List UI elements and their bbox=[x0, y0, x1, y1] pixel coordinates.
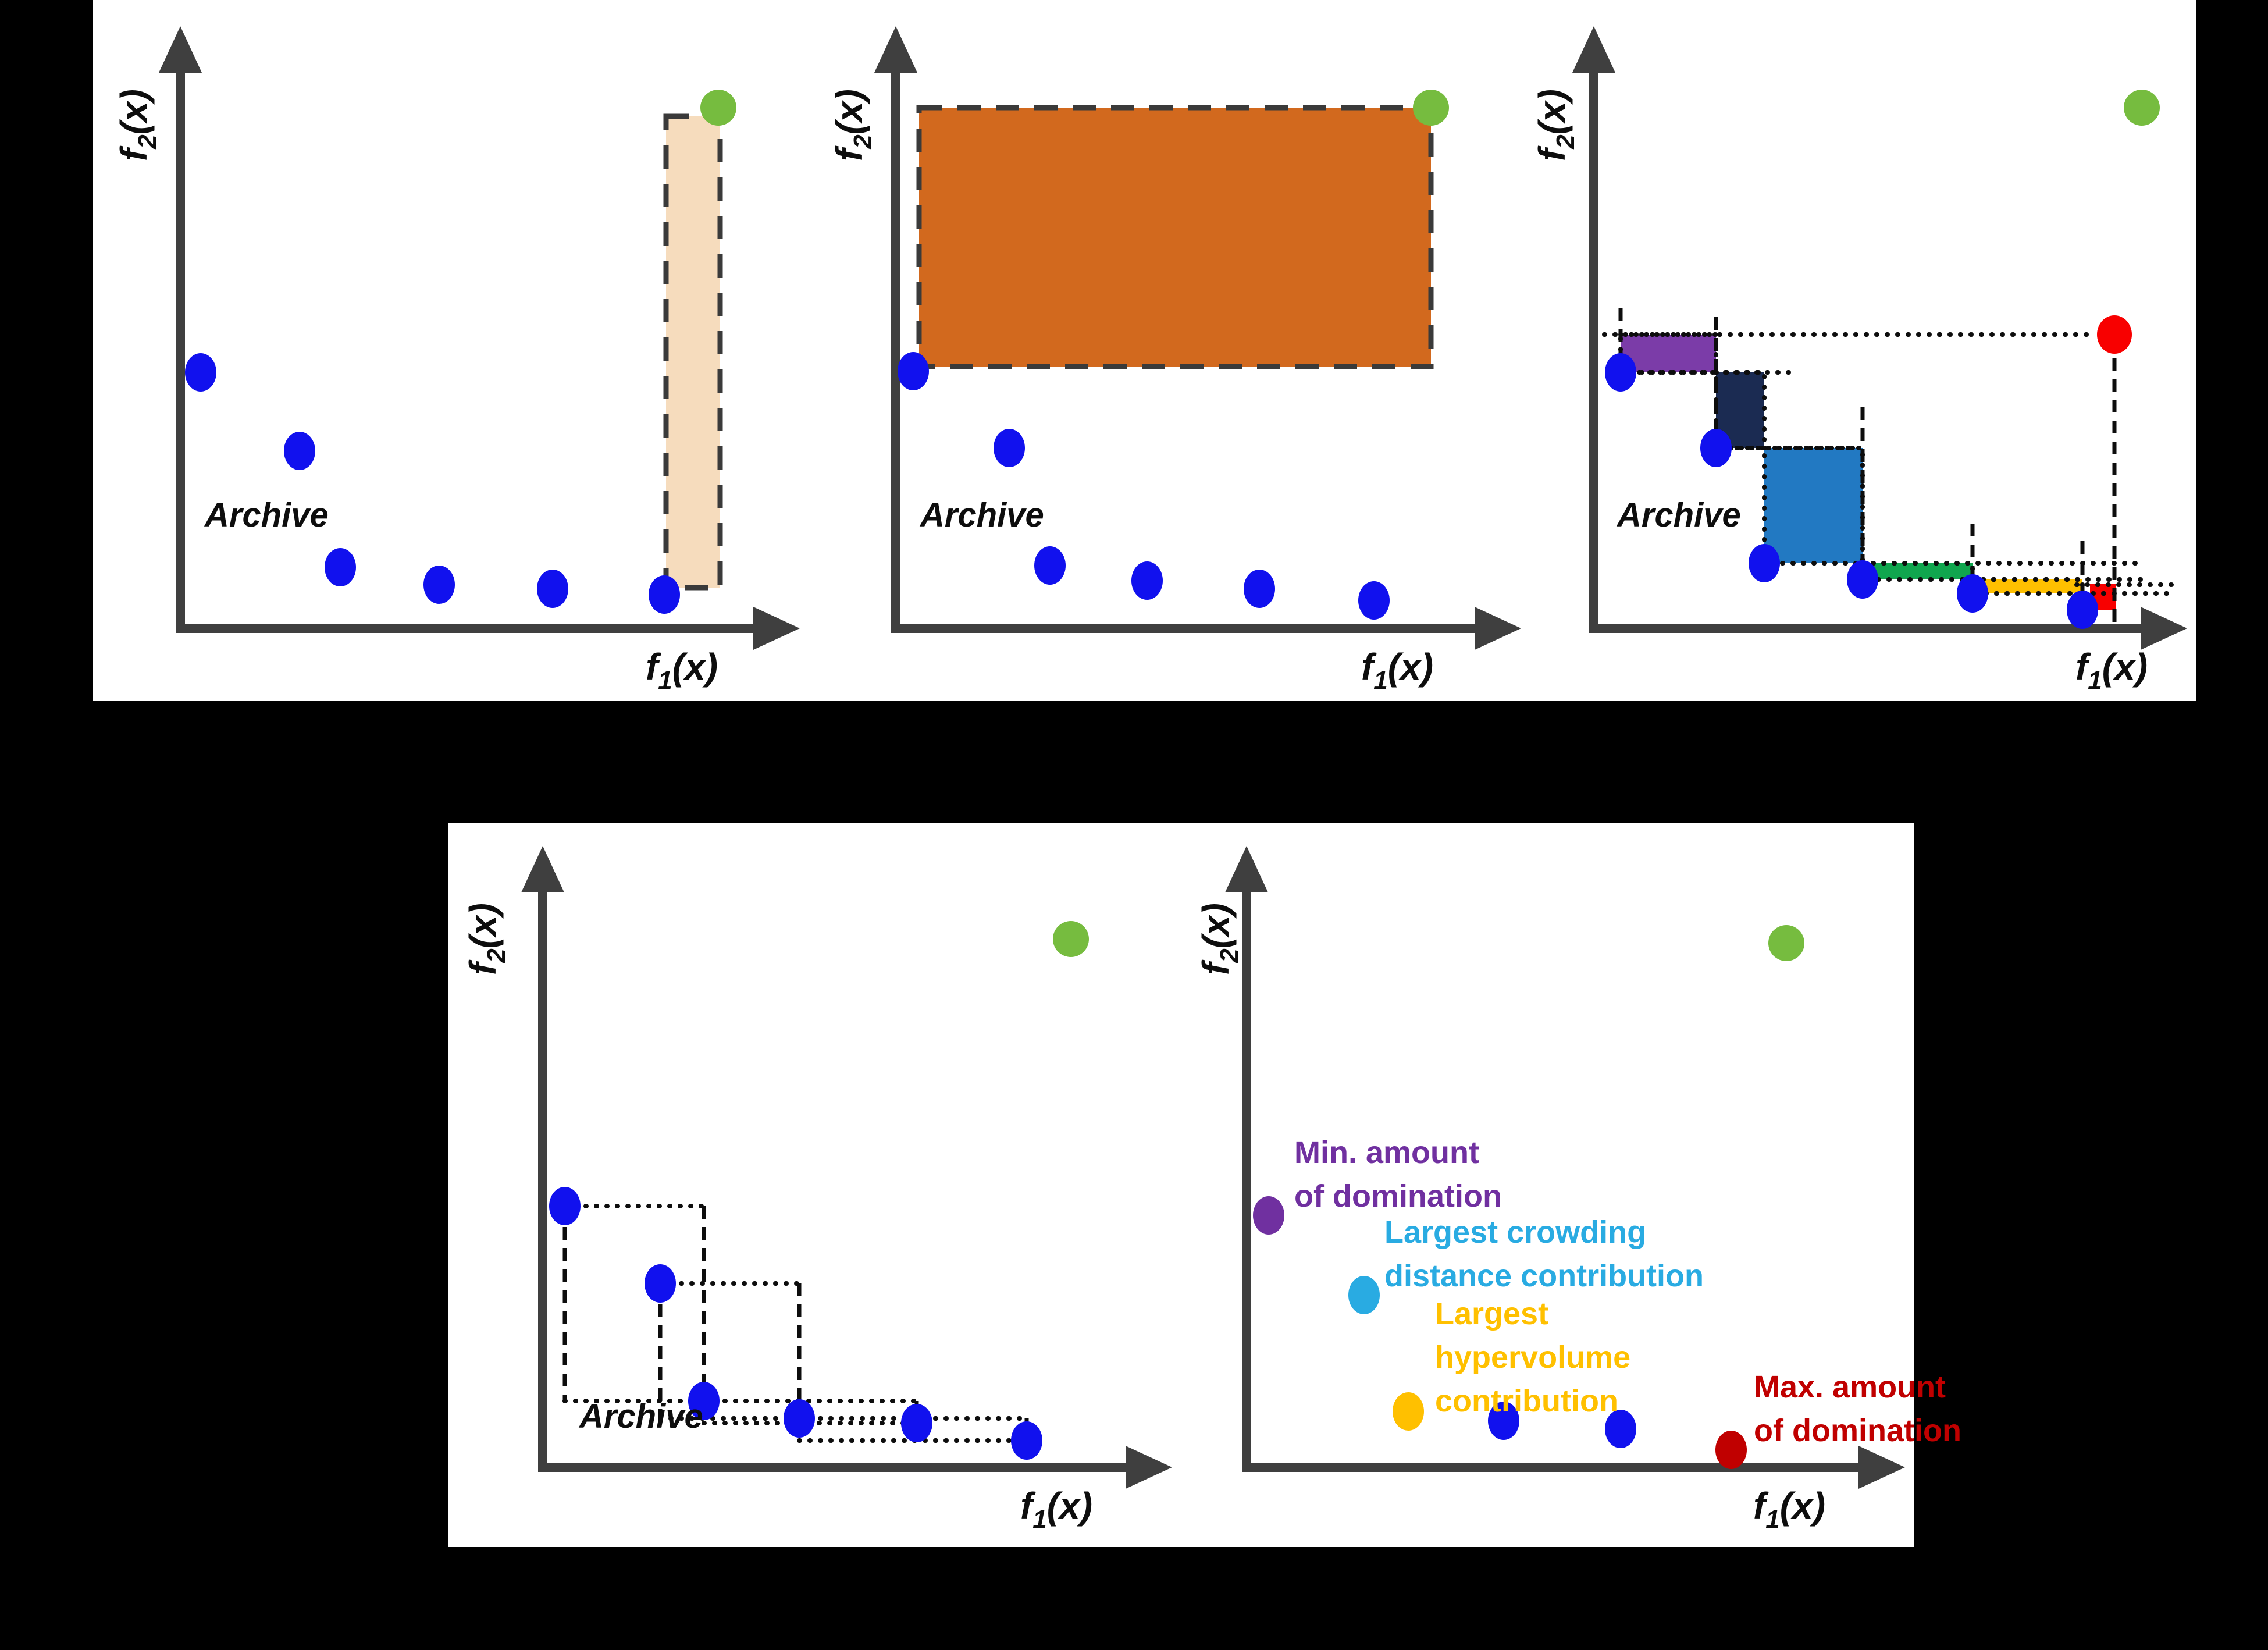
data-point-blue bbox=[1700, 429, 1732, 467]
largest-hypervolume-point bbox=[1393, 1392, 1424, 1431]
max-domination-point bbox=[1715, 1431, 1747, 1469]
largest-crowding-point bbox=[1348, 1276, 1380, 1314]
data-point-blue bbox=[784, 1399, 815, 1438]
data-point-blue bbox=[185, 353, 216, 392]
x-axis-label: f1(x) bbox=[1753, 1485, 1825, 1534]
x-axis-arrow-icon bbox=[2141, 607, 2187, 650]
data-point-blue bbox=[1244, 570, 1275, 608]
data-point-blue bbox=[2067, 591, 2098, 629]
panel-c-domination-decomposition: Archive f1(x) f2(x) bbox=[1531, 26, 2187, 695]
region-rect-strip_green bbox=[1860, 561, 1975, 582]
y-axis-arrow-icon bbox=[874, 26, 917, 73]
bottom-row-background bbox=[448, 823, 1914, 1547]
region-rect-mid_blue bbox=[1762, 446, 1865, 566]
x-axis-arrow-icon bbox=[1858, 1446, 1905, 1489]
panel-b-hypervolume-rect: Archive f1(x) f2(x) bbox=[828, 26, 1521, 695]
data-point-blue bbox=[423, 566, 455, 604]
data-point-blue bbox=[1488, 1402, 1519, 1440]
min-domination-label: Min. amount of domination bbox=[1294, 1135, 1502, 1214]
data-point-blue bbox=[284, 432, 315, 470]
new-solution-point bbox=[700, 90, 736, 126]
data-point-blue bbox=[1034, 546, 1066, 585]
new-solution-point bbox=[1053, 921, 1089, 957]
y-axis-arrow-icon bbox=[1225, 846, 1268, 892]
data-point-blue bbox=[898, 352, 929, 390]
data-point-blue bbox=[994, 429, 1025, 467]
data-point-blue bbox=[645, 1264, 676, 1303]
new-solution-point bbox=[1413, 90, 1449, 126]
largest-hypervolume-label: Largest hypervolume contribution bbox=[1435, 1296, 1630, 1418]
x-axis-label: f1(x) bbox=[1020, 1485, 1092, 1534]
archive-label: Archive bbox=[1616, 496, 1741, 534]
panel-a-crowding-strip: Archive f1(x) f2(x) bbox=[113, 26, 800, 695]
x-axis-label: f1(x) bbox=[1361, 646, 1433, 695]
max-domination-point bbox=[2097, 315, 2132, 354]
archive-label: Archive bbox=[578, 1397, 703, 1435]
max-domination-label: Max. amount of domination bbox=[1754, 1370, 1961, 1448]
data-point-blue bbox=[1957, 574, 1988, 613]
y-axis-label: f2(x) bbox=[113, 89, 162, 161]
y-axis-label: f2(x) bbox=[828, 89, 877, 161]
data-point-blue bbox=[901, 1404, 932, 1442]
data-point-blue bbox=[1011, 1421, 1042, 1460]
panel-d-crowding-boxes: Archive f1(x) f2(x) bbox=[462, 846, 1172, 1534]
region-rect-orange bbox=[916, 105, 1434, 369]
new-solution-point bbox=[2124, 90, 2160, 126]
data-point-blue bbox=[688, 1382, 720, 1420]
region-rect-beige bbox=[663, 113, 723, 591]
x-axis-arrow-icon bbox=[753, 607, 800, 650]
y-axis-label: f2(x) bbox=[1195, 903, 1244, 975]
x-axis-label: f1(x) bbox=[646, 646, 718, 695]
x-axis-arrow-icon bbox=[1126, 1446, 1172, 1489]
data-point-blue bbox=[325, 548, 356, 586]
x-axis-arrow-icon bbox=[1475, 607, 1521, 650]
y-axis-label: f2(x) bbox=[1531, 89, 1580, 161]
largest-crowding-label: Largest crowding distance contribution bbox=[1384, 1215, 1704, 1293]
archive-label: Archive bbox=[204, 496, 329, 534]
data-point-blue bbox=[649, 575, 680, 614]
y-axis-arrow-icon bbox=[521, 846, 564, 892]
data-point-blue bbox=[1358, 581, 1390, 620]
y-axis-arrow-icon bbox=[1572, 26, 1615, 73]
data-point-blue bbox=[1605, 1410, 1636, 1448]
data-point-blue bbox=[1847, 560, 1878, 599]
data-point-blue bbox=[549, 1187, 581, 1225]
min-domination-point bbox=[1253, 1196, 1284, 1235]
new-solution-point bbox=[1768, 925, 1804, 961]
x-axis-label: f1(x) bbox=[2075, 646, 2148, 695]
y-axis-label: f2(x) bbox=[462, 903, 511, 975]
archive-label: Archive bbox=[919, 496, 1044, 534]
data-point-blue bbox=[1605, 353, 1636, 392]
y-axis-arrow-icon bbox=[159, 26, 202, 73]
data-point-blue bbox=[1131, 561, 1163, 600]
region-rect-purple_rect bbox=[1618, 332, 1718, 375]
data-point-blue bbox=[537, 570, 568, 608]
data-point-blue bbox=[1749, 544, 1780, 582]
